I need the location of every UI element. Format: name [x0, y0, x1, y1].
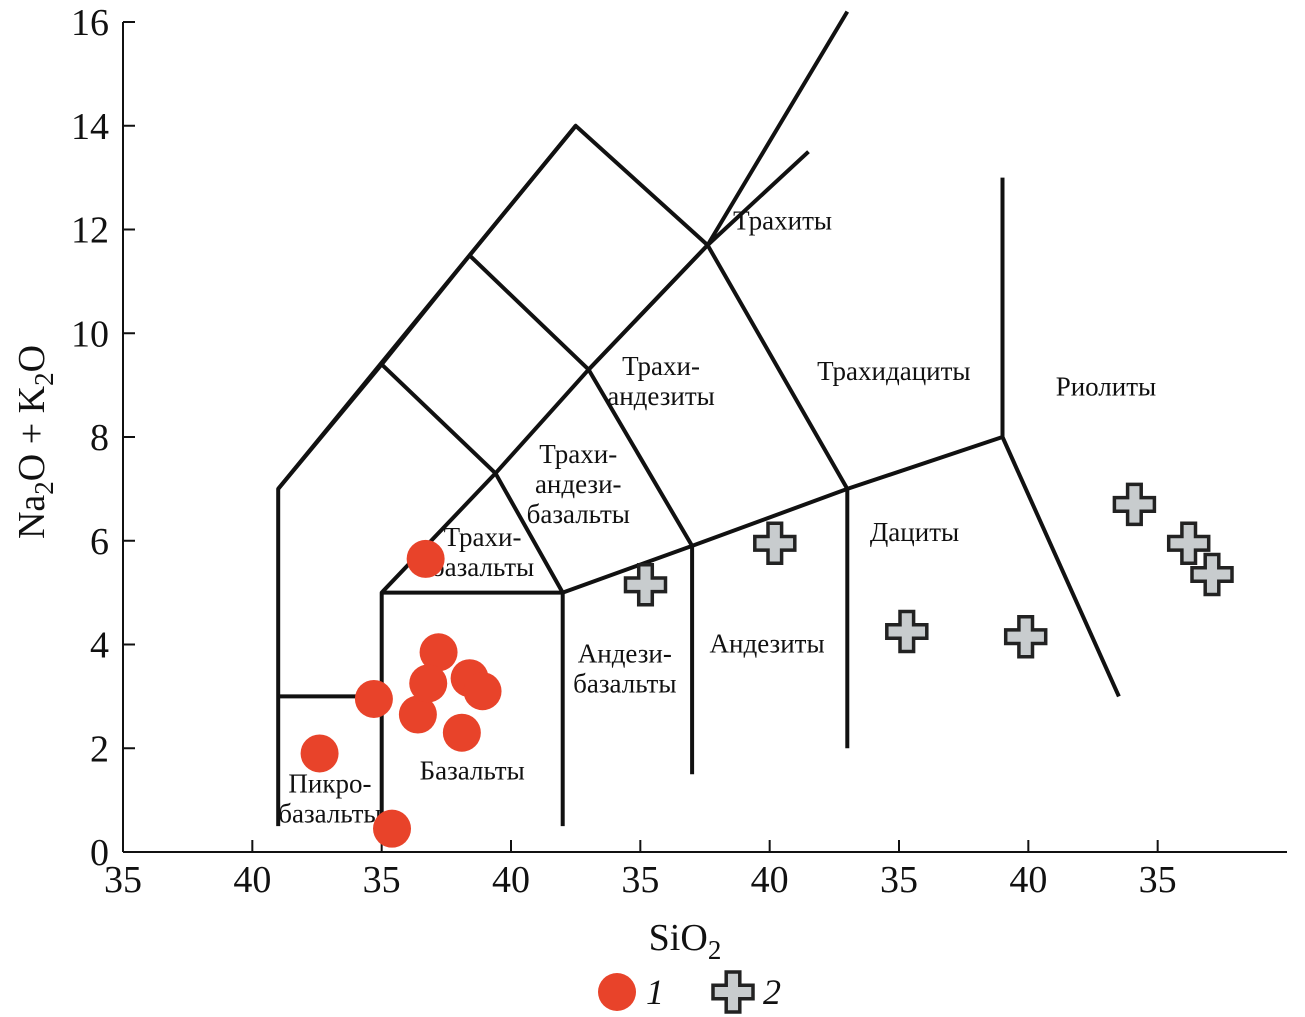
series-1-point: [398, 695, 437, 734]
series-2-point: [623, 563, 668, 607]
y-tick-label: 4: [90, 625, 109, 667]
x-tick-label: 40: [751, 859, 789, 901]
series-2-point: [1003, 614, 1048, 659]
y-tick-label: 6: [90, 521, 109, 563]
legend-label-2: 2: [763, 972, 781, 1012]
y-axis-label: Na2O + K2O: [11, 345, 59, 539]
field-label-picrobasalts: Пикро-базальты: [278, 768, 381, 828]
y-axis-label-subscript-2: 2: [29, 372, 59, 386]
field-boundary: [380, 362, 565, 594]
series-2-point: [1166, 521, 1211, 566]
series-1-point: [419, 633, 458, 672]
series-1-point: [354, 679, 393, 718]
y-tick-label: 10: [71, 313, 109, 355]
y-tick-label: 14: [71, 106, 109, 148]
series-1-point: [463, 672, 502, 711]
field-label-trachytes: Трахиты: [733, 206, 832, 236]
legend-marker-2: [711, 970, 755, 1014]
y-tick-label: 8: [90, 417, 109, 459]
series-1-point: [373, 809, 412, 848]
series-2-point: [1190, 552, 1234, 597]
series-1-point: [442, 713, 481, 752]
field-boundary: [1000, 436, 1121, 698]
field-label-dacites: Дациты: [870, 517, 959, 547]
legend-label-1: 1: [646, 972, 664, 1012]
series-1-point: [300, 734, 339, 773]
x-tick-label: 35: [104, 859, 142, 901]
series-2-point: [1112, 482, 1157, 527]
field-label-trachyandesites: Трахи-андезиты: [607, 351, 715, 411]
field-label-trachybasalts: Трахи-базальты: [431, 522, 534, 582]
axes: 0 2 4 6 8 10 12 14 16 35 40 35 40 35 40 35 40 35: [71, 2, 1287, 901]
x-tick-label: 40: [492, 859, 530, 901]
legend-marker-1: [598, 973, 636, 1011]
series-2-point: [753, 521, 797, 566]
x-tick-label: 40: [1009, 859, 1047, 901]
series-2-point: [885, 609, 929, 654]
x-tick-label: 40: [233, 859, 271, 901]
x-tick-label: 35: [621, 859, 659, 901]
x-axis-label: SiO2: [649, 917, 722, 965]
field-label-basaltic-andesites: Андези-базальты: [573, 639, 676, 699]
series-1-point: [409, 664, 448, 703]
series-1-point: [406, 539, 445, 578]
y-tick-label: 2: [90, 728, 109, 770]
field-boundary: [587, 243, 850, 490]
x-tick-label: 35: [1139, 859, 1177, 901]
classification-boundaries: [276, 10, 1121, 827]
field-label-rhyolites: Риолиты: [1056, 372, 1156, 402]
y-axis-label-subscript-1: 2: [29, 481, 59, 495]
field-label-trachydacites: Трахидациты: [817, 356, 970, 386]
field-boundary: [276, 124, 578, 491]
x-axis-label-subscript: 2: [708, 935, 722, 965]
field-boundary: [379, 150, 810, 697]
field-label-basalts: Базальты: [420, 755, 525, 785]
data-points: [300, 482, 1234, 848]
y-tick-label: 0: [90, 832, 109, 874]
field-label-basaltic-trachyandesites: Трахи-андези-базальты: [527, 439, 630, 529]
y-tick-label: 16: [71, 2, 109, 44]
field-label-andesites: Андезиты: [710, 628, 825, 658]
y-tick-label: 12: [71, 210, 109, 252]
field-labels: Трахиты Трахи-андезиты Трахидациты Риолиты Т…: [278, 206, 1156, 829]
x-tick-label: 35: [880, 859, 918, 901]
x-tick-label: 35: [363, 859, 401, 901]
